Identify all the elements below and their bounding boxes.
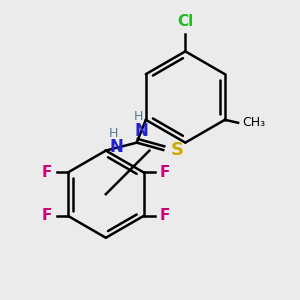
Text: CH₃: CH₃ [242,116,266,129]
Text: N: N [109,138,123,156]
Text: N: N [134,122,148,140]
Text: F: F [41,165,52,180]
Text: H: H [134,110,143,123]
Text: F: F [160,208,170,224]
Text: F: F [160,165,170,180]
Text: Cl: Cl [177,14,194,29]
Text: H: H [109,127,118,140]
Text: S: S [171,141,184,159]
Text: F: F [41,208,52,224]
